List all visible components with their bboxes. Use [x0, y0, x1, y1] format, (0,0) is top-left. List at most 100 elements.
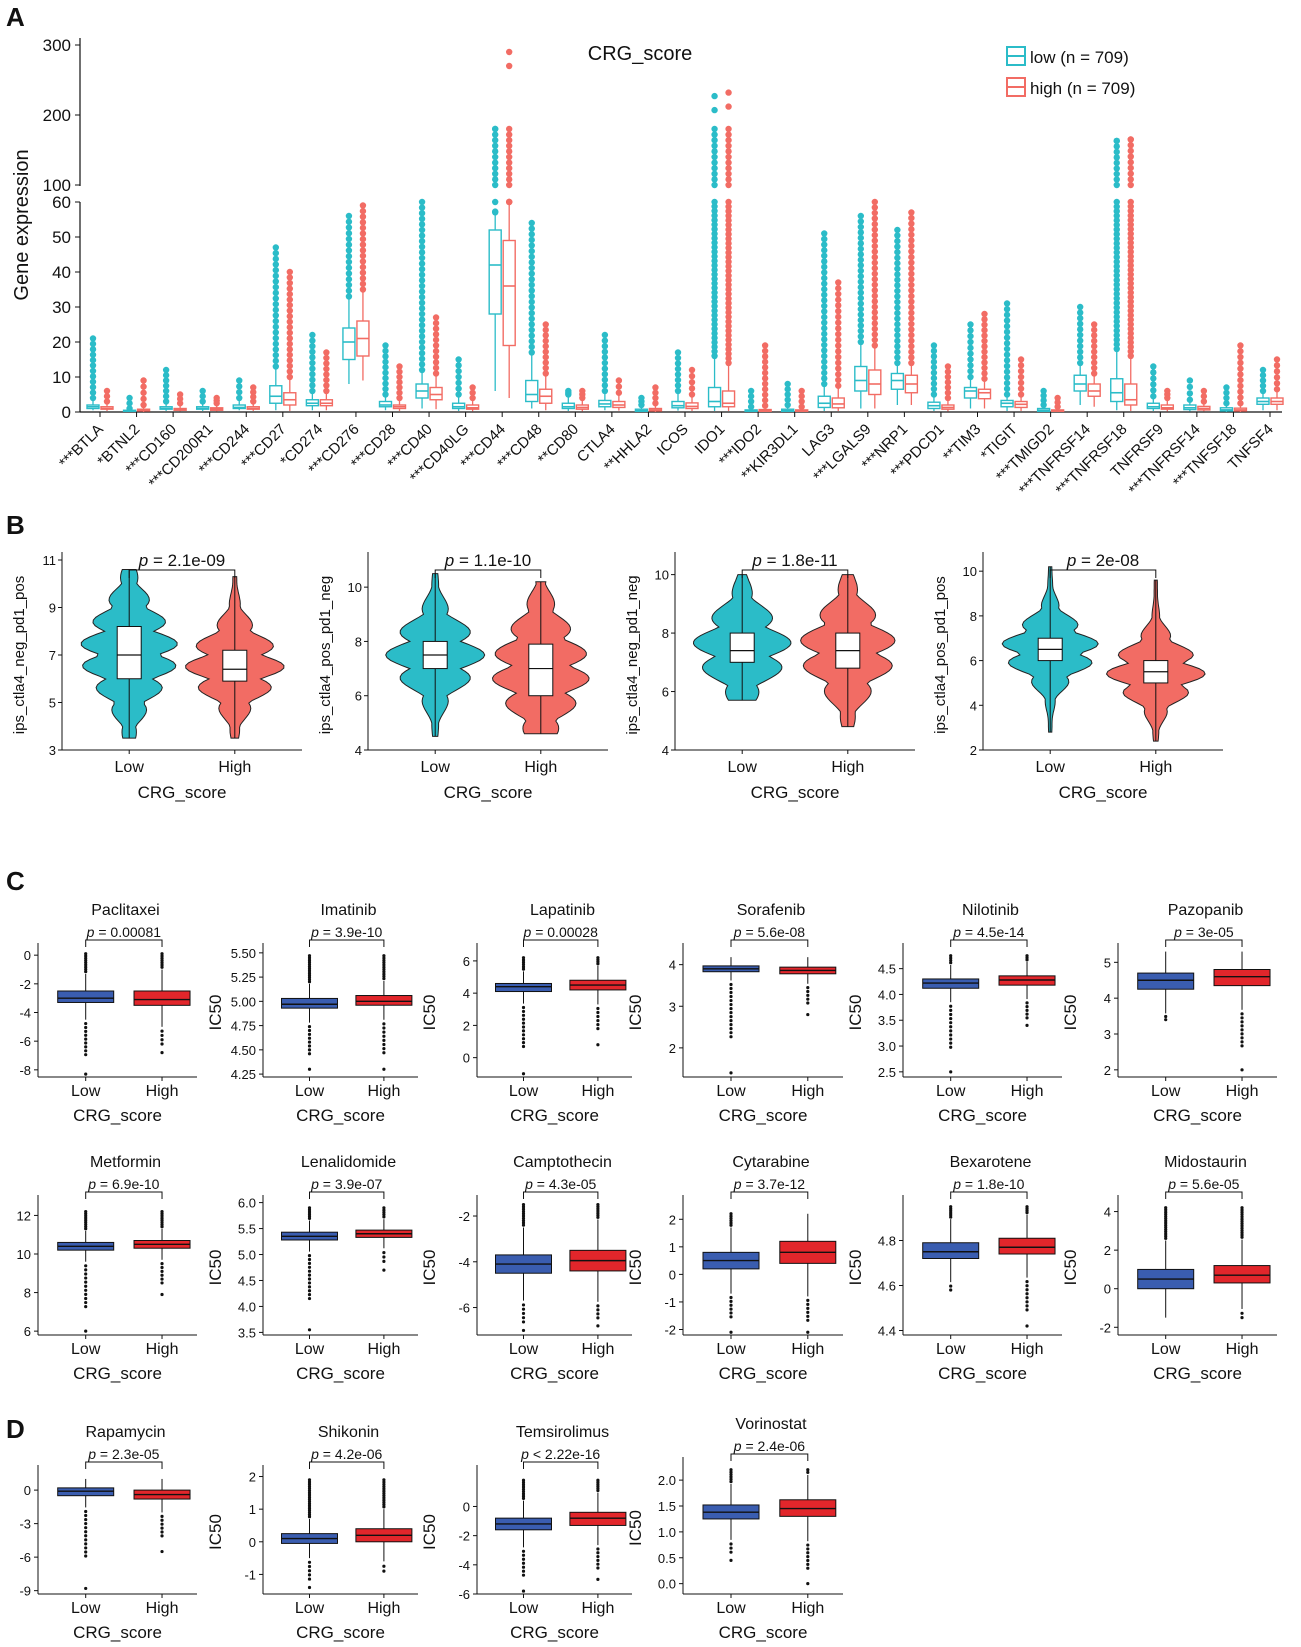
outlier-point	[1200, 387, 1208, 395]
outlier-point	[949, 1284, 953, 1288]
outlier-point	[1240, 1311, 1244, 1315]
outlier-point	[894, 348, 901, 356]
outlier-point	[432, 325, 440, 332]
outlier-point	[359, 263, 367, 271]
outlier-point	[711, 230, 718, 237]
outlier-point	[1259, 372, 1267, 379]
outlier-point	[949, 954, 953, 958]
outlier-point	[272, 312, 280, 319]
violin-box	[528, 643, 554, 697]
outlier-point	[894, 309, 901, 317]
outlier-point	[432, 342, 440, 349]
outlier-point	[711, 216, 718, 224]
tick-label-b: 8	[355, 634, 362, 649]
outlier-point	[521, 1496, 526, 1500]
outlier-point	[160, 1051, 164, 1055]
outlier-point	[761, 342, 769, 349]
outlier-point	[806, 1318, 810, 1322]
outlier-point	[345, 241, 353, 248]
box	[488, 229, 502, 315]
outlier-point	[528, 304, 535, 311]
outlier-point	[1127, 244, 1134, 251]
outlier-point	[1127, 307, 1134, 314]
outlier-point	[396, 394, 403, 402]
tick-label-b: 5	[49, 696, 56, 711]
outlier-point	[1240, 1233, 1244, 1237]
outlier-point	[84, 1509, 88, 1514]
outlier-point	[1240, 1068, 1244, 1072]
outlier-point	[729, 1480, 733, 1484]
outlier-point	[84, 1526, 88, 1530]
outlier-point	[711, 165, 718, 172]
outlier-point	[579, 387, 586, 395]
plot-title: Nilotinib	[962, 902, 1019, 919]
tick-label: 1	[249, 1502, 256, 1517]
outlier-point	[382, 1564, 386, 1568]
outlier-point	[1127, 207, 1134, 215]
outlier-point	[1240, 1219, 1244, 1223]
outlier-point	[160, 1265, 164, 1270]
outlier-point	[871, 331, 879, 338]
outlier-point	[491, 148, 499, 155]
outlier-point	[505, 131, 513, 138]
outlier-point	[1076, 303, 1084, 311]
outlier-point	[857, 267, 865, 274]
outlier-point	[835, 325, 842, 332]
tick-label: -9	[19, 1584, 31, 1599]
outlier-point	[944, 389, 952, 396]
outlier-point	[1237, 371, 1244, 378]
outlier-point	[1113, 295, 1120, 302]
outlier-point	[176, 395, 184, 403]
outlier-point	[491, 209, 499, 216]
outlier-point	[345, 247, 353, 254]
outlier-point	[1127, 343, 1134, 351]
p-bracket	[309, 1461, 385, 1469]
outlier-point	[521, 1212, 526, 1216]
outlier-point	[307, 1206, 312, 1210]
outlier-point	[615, 383, 623, 390]
plot-title: Bexarotene	[950, 1154, 1032, 1171]
outlier-point	[835, 342, 842, 349]
outlier-point	[1090, 332, 1098, 339]
outlier-point	[1003, 340, 1011, 347]
outlier-point	[521, 1205, 526, 1209]
outlier-point	[286, 301, 294, 309]
category-label: Low	[716, 1341, 746, 1358]
outlier-point	[1127, 216, 1134, 224]
outlier-point	[382, 970, 386, 974]
outlier-point	[725, 89, 732, 96]
outlier-point	[967, 373, 974, 381]
box-high	[133, 990, 191, 1006]
outlier-point	[1113, 332, 1120, 339]
outlier-point	[1113, 143, 1120, 150]
outlier-point	[857, 305, 865, 313]
outlier-point	[729, 1546, 733, 1550]
outlier-point	[323, 354, 330, 362]
outlier-point	[1113, 198, 1120, 206]
outlier-point	[1113, 318, 1120, 325]
outlier-point	[930, 342, 938, 349]
outlier-point	[857, 284, 865, 291]
outlier-point	[908, 326, 915, 333]
outlier-point	[521, 1072, 526, 1076]
outlier-point	[1259, 377, 1267, 384]
outlier-point	[711, 266, 718, 274]
x-axis-label: CRG_score	[719, 1106, 808, 1125]
outlier-point	[1017, 379, 1025, 387]
outlier-point	[272, 295, 280, 302]
outlier-point	[1240, 1231, 1244, 1235]
outlier-point	[729, 1477, 733, 1481]
tick-label-b: 10	[348, 580, 362, 595]
outlier-point	[596, 1018, 600, 1023]
outlier-point	[1164, 1227, 1168, 1232]
outlier-point	[908, 231, 915, 238]
outlier-point	[761, 358, 769, 366]
outlier-point	[307, 1293, 312, 1297]
outlier-point	[160, 961, 164, 965]
outlier-point	[1076, 337, 1084, 344]
outlier-point	[491, 131, 499, 138]
outlier-point	[894, 326, 901, 333]
outlier-point	[469, 394, 476, 402]
outlier-point	[711, 221, 718, 228]
outlier-point	[1259, 382, 1267, 389]
